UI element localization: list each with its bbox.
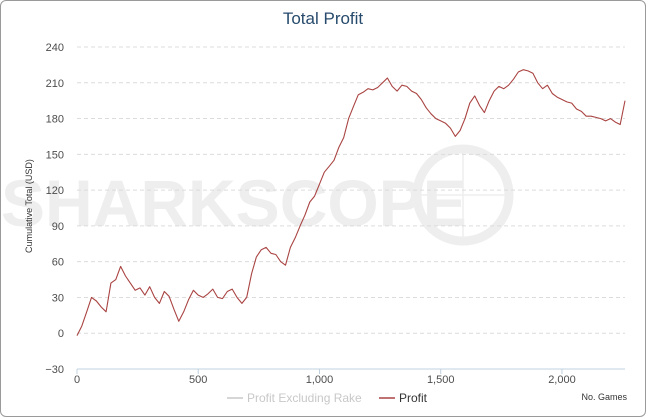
y-tick-label: 120 (46, 185, 64, 197)
y-tick-label: 90 (52, 221, 64, 233)
watermark-text: SHARKSCOPE (1, 166, 467, 240)
y-tick-label: 0 (58, 328, 64, 340)
chart-title: Total Profit (282, 9, 364, 28)
y-tick-label: 210 (46, 78, 64, 90)
x-tick-label: 1,500 (427, 374, 455, 386)
x-tick-label: 1,000 (306, 374, 334, 386)
x-tick-label: 2,000 (548, 374, 576, 386)
x-tick-label: 0 (74, 374, 80, 386)
y-tick-label: 150 (46, 149, 64, 161)
series-line-profit (76, 69, 626, 336)
legend-label: Profit (399, 391, 428, 405)
y-tick-label: 180 (46, 114, 64, 126)
y-axis-title: Cumulative Total (USD) (24, 159, 34, 253)
y-tick-label: 30 (52, 292, 64, 304)
legend-label: Profit Excluding Rake (247, 391, 362, 405)
x-axis-title: No. Games (581, 392, 627, 402)
y-tick-label: 240 (46, 42, 64, 54)
y-tick-label: −30 (45, 364, 64, 376)
x-tick-label: 500 (189, 374, 207, 386)
y-tick-label: 60 (52, 257, 64, 269)
